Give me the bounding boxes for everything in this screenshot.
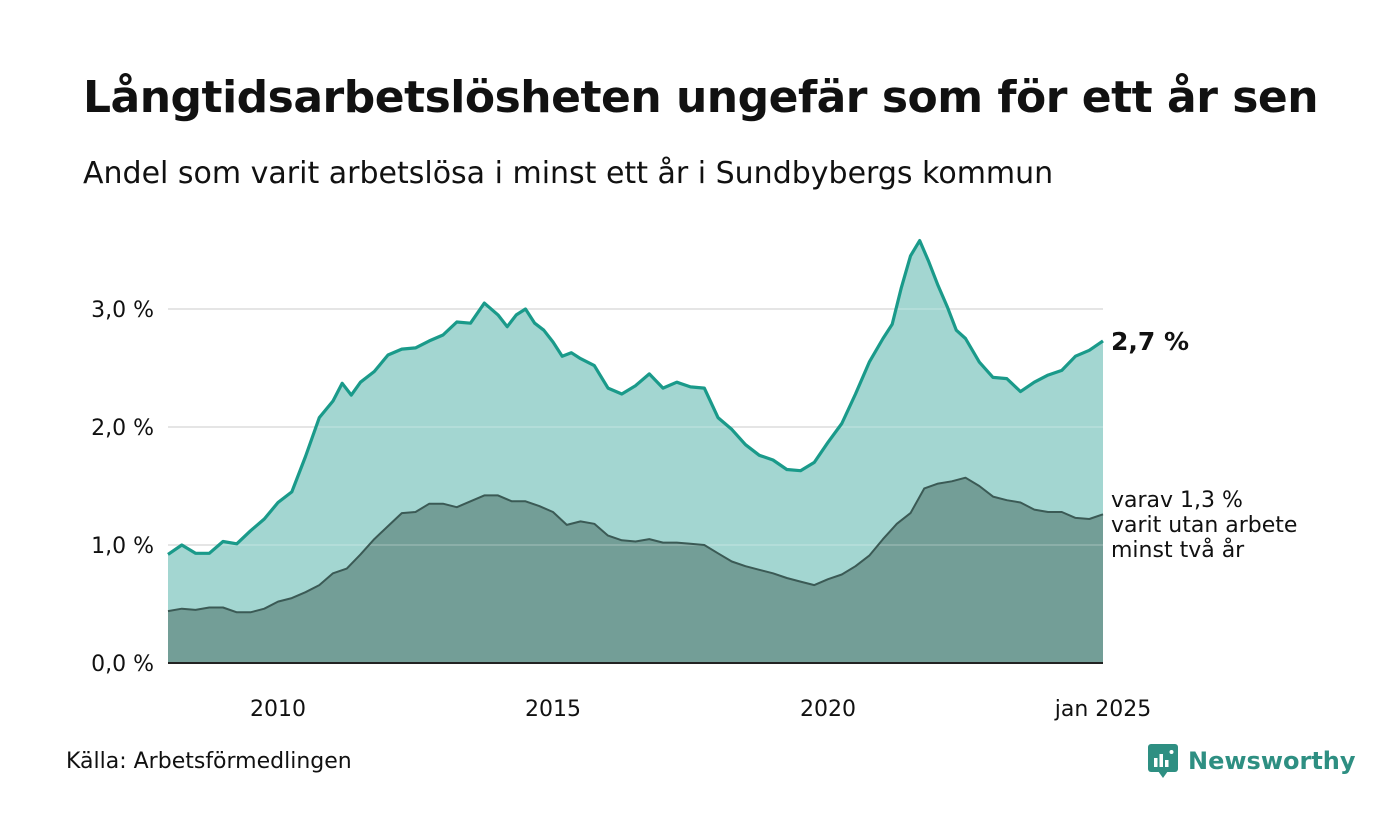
x-tick-label: 2010	[250, 697, 306, 722]
x-tick-label: 2020	[800, 697, 856, 722]
long-term-label-line-2: varit utan arbete	[1111, 513, 1297, 538]
total-end-label: 2,7 %	[1111, 327, 1189, 356]
long-term-area	[168, 477, 1103, 663]
long-term-label-line-3: minst två år	[1111, 537, 1245, 563]
x-axis-ticks: 2010 2015 2020 jan 2025	[250, 697, 1151, 722]
total-line	[167, 239, 1104, 556]
chart-subtitle: Andel som varit arbetslösa i minst ett å…	[83, 156, 1054, 191]
long-term-label-line-1: varav 1,3 %	[1111, 488, 1243, 513]
brand-logo[interactable]: Newsworthy	[1148, 744, 1356, 778]
chart-title: Långtidsarbetslösheten ungefär som för e…	[83, 72, 1319, 123]
newsworthy-logo-icon	[1148, 744, 1178, 778]
y-axis-ticks: 0,0 % 1,0 % 2,0 % 3,0 %	[91, 298, 154, 677]
y-tick-label: 2,0 %	[91, 416, 154, 441]
brand-name: Newsworthy	[1188, 747, 1356, 775]
y-tick-label: 0,0 %	[91, 652, 154, 677]
y-tick-label: 3,0 %	[91, 298, 154, 323]
long-term-line	[167, 476, 1104, 614]
x-tick-label: jan 2025	[1054, 697, 1152, 722]
x-tick-label: 2015	[525, 697, 581, 722]
y-tick-label: 1,0 %	[91, 534, 154, 559]
source-note: Källa: Arbetsförmedlingen	[66, 749, 352, 774]
